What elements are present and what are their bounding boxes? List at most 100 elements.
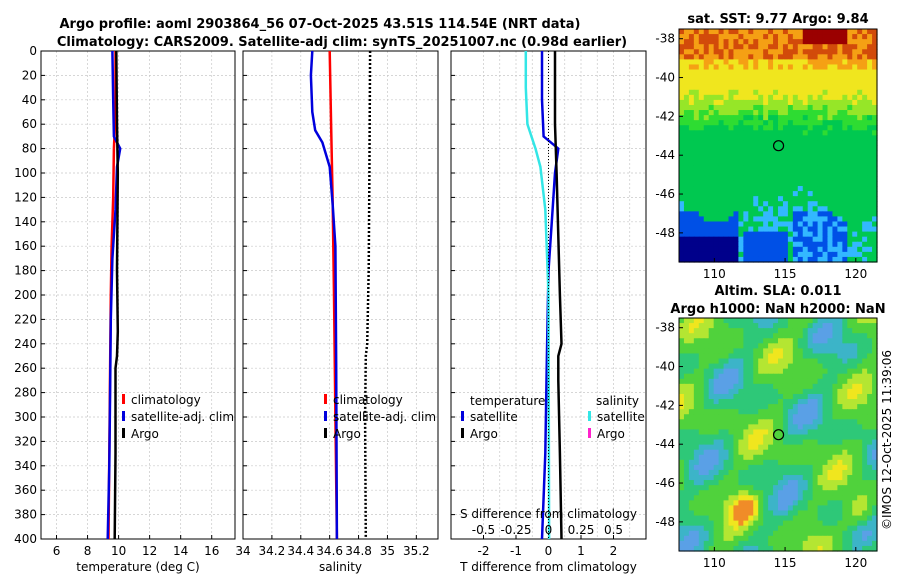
map-cell (773, 191, 779, 197)
map-cell (837, 515, 843, 522)
map-cell (862, 439, 868, 446)
map-cell (822, 393, 829, 400)
map-cell (679, 495, 685, 501)
map-cell (778, 388, 784, 395)
map-cell (679, 251, 685, 258)
map-cell (733, 363, 739, 370)
map-cell (679, 454, 685, 461)
map-cell (763, 520, 769, 527)
y-tick-label: 160 (14, 239, 37, 253)
map-cell (792, 256, 799, 263)
map-cell (763, 378, 769, 385)
map-cell (822, 409, 829, 415)
map-cell (778, 69, 784, 76)
map-cell (847, 399, 853, 405)
map-cell (852, 318, 858, 324)
map-cell (733, 120, 739, 126)
x-tick-label: 35 (380, 544, 395, 558)
map-cell (763, 251, 769, 258)
map-cell (862, 191, 868, 197)
map-cell (857, 343, 863, 349)
map-cell (852, 186, 858, 192)
map-cell (768, 104, 774, 111)
map-cell (733, 378, 739, 385)
map-cell (852, 135, 858, 142)
sla-map-title-1: Altim. SLA: 0.011 (715, 284, 842, 299)
map-cell (832, 196, 838, 202)
map-cell (743, 520, 749, 527)
map-cell (802, 140, 809, 147)
map-cell (792, 338, 799, 344)
map-cell (812, 231, 819, 238)
map-cell (822, 196, 829, 202)
map-cell (832, 530, 838, 537)
map-cell (733, 393, 739, 400)
map-cell (822, 54, 829, 60)
map-cell (743, 196, 749, 202)
legend-label: Argo (333, 427, 361, 441)
map-cell (743, 363, 749, 370)
map-cell (738, 44, 744, 50)
map-cell (763, 130, 769, 136)
map-cell (867, 475, 873, 481)
map-cell (867, 221, 873, 228)
map-cell (743, 429, 749, 436)
map-cell (778, 520, 784, 527)
map-cell (827, 409, 834, 415)
map-cell (688, 520, 695, 527)
map-cell (827, 373, 834, 380)
map-cell (713, 135, 720, 142)
map-cell (842, 353, 848, 360)
map-cell (718, 388, 725, 395)
map-cell (817, 150, 824, 157)
map-cell (827, 110, 834, 116)
map-cell (822, 318, 829, 324)
map-cell (708, 464, 715, 471)
map-cell (683, 323, 690, 329)
map-cell (748, 115, 754, 121)
map-cell (723, 115, 730, 121)
map-cell (832, 89, 838, 96)
map-cell (688, 165, 695, 172)
map-cell (792, 74, 799, 81)
sst-map-title: sat. SST: 9.77 Argo: 9.84 (687, 12, 868, 27)
map-cell (763, 115, 769, 121)
map-cell (733, 368, 739, 375)
map-cell (703, 338, 710, 344)
map-cell (832, 69, 838, 76)
map-cell (782, 540, 789, 547)
map-cell (797, 348, 804, 355)
map-cell (802, 110, 809, 116)
map-cell (842, 155, 848, 162)
map-cell (837, 449, 843, 456)
map-cell (797, 464, 804, 471)
map-cell (693, 170, 700, 177)
map-cell (787, 500, 794, 507)
map-cell (827, 54, 834, 60)
map-cell (768, 348, 774, 355)
map-cell (743, 383, 749, 390)
map-cell (708, 490, 715, 496)
map-cell (822, 429, 829, 436)
map-cell (822, 84, 829, 91)
map-cell (688, 363, 695, 370)
map-cell (867, 540, 873, 547)
map-cell (837, 39, 843, 45)
map-cell (773, 211, 779, 218)
map-cell (837, 328, 843, 334)
map-cell (703, 469, 710, 476)
map-cell (797, 130, 804, 136)
map-cell (867, 343, 873, 349)
map-cell (857, 211, 863, 218)
map-cell (713, 39, 720, 45)
map-cell (748, 191, 754, 197)
map-cell (837, 186, 843, 192)
map-cell (743, 236, 749, 243)
map-cell (728, 231, 735, 238)
map-cell (753, 251, 759, 258)
map-cell (872, 251, 878, 258)
imos-credit: ©IMOS 12-Oct-2025 11:39:06 (880, 350, 894, 530)
map-cell (837, 221, 843, 228)
map-cell (832, 348, 838, 355)
map-cell (723, 449, 730, 456)
